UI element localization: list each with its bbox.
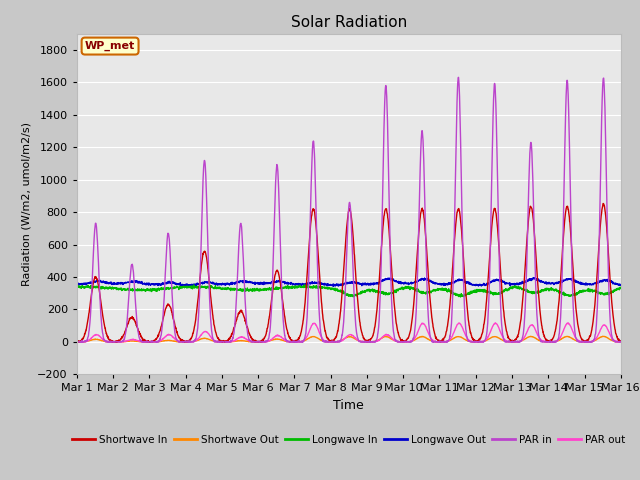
Longwave In — [365, 288, 372, 294]
Shortwave Out — [599, 334, 607, 339]
PAR out — [365, 339, 372, 345]
Longwave In — [301, 282, 308, 288]
Longwave In — [584, 286, 592, 291]
Longwave Out — [365, 281, 372, 287]
Shortwave In — [365, 338, 372, 344]
PAR out — [492, 320, 499, 326]
Shortwave Out — [569, 336, 577, 342]
Shortwave In — [599, 201, 607, 206]
PAR in — [617, 338, 625, 344]
PAR out — [584, 339, 592, 345]
Shortwave Out — [584, 339, 591, 345]
Shortwave In — [507, 337, 515, 343]
PAR out — [617, 339, 625, 345]
PAR out — [73, 339, 81, 345]
Longwave In — [617, 285, 625, 290]
Line: Longwave Out: Longwave Out — [77, 278, 621, 287]
Legend: Shortwave In, Shortwave Out, Longwave In, Longwave Out, PAR in, PAR out: Shortwave In, Shortwave Out, Longwave In… — [68, 431, 630, 449]
Longwave In — [570, 292, 577, 298]
Shortwave Out — [73, 339, 81, 345]
Longwave Out — [73, 281, 81, 287]
Shortwave In — [225, 336, 232, 342]
Shortwave In — [569, 264, 577, 270]
Longwave Out — [330, 284, 337, 289]
Longwave Out — [584, 281, 592, 287]
Y-axis label: Radiation (W/m2, umol/m2/s): Radiation (W/m2, umol/m2/s) — [22, 122, 32, 286]
Line: PAR in: PAR in — [77, 77, 621, 342]
Longwave Out — [570, 278, 577, 284]
Longwave In — [376, 290, 384, 296]
Text: WP_met: WP_met — [85, 41, 135, 51]
Line: Shortwave Out: Shortwave Out — [77, 336, 621, 342]
PAR in — [73, 339, 81, 345]
Shortwave Out — [365, 339, 372, 345]
Shortwave In — [584, 337, 592, 343]
Longwave Out — [507, 282, 515, 288]
Shortwave Out — [617, 339, 625, 345]
X-axis label: Time: Time — [333, 399, 364, 412]
Longwave In — [73, 284, 81, 290]
PAR in — [570, 303, 577, 309]
PAR in — [508, 339, 515, 345]
PAR out — [376, 336, 384, 342]
Shortwave Out — [507, 339, 515, 345]
PAR out — [569, 329, 577, 335]
Shortwave Out — [376, 336, 384, 342]
PAR in — [376, 287, 384, 293]
Longwave Out — [225, 281, 232, 287]
Longwave In — [508, 285, 515, 291]
Line: PAR out: PAR out — [77, 323, 621, 342]
PAR out — [507, 339, 515, 345]
Line: Longwave In: Longwave In — [77, 285, 621, 297]
Shortwave In — [617, 338, 625, 344]
Shortwave Out — [225, 339, 232, 345]
Longwave In — [457, 294, 465, 300]
PAR in — [225, 339, 232, 345]
Longwave In — [225, 286, 232, 291]
PAR in — [584, 339, 592, 345]
Longwave Out — [529, 275, 537, 281]
PAR out — [225, 339, 232, 345]
Shortwave In — [73, 339, 81, 345]
Title: Solar Radiation: Solar Radiation — [291, 15, 407, 30]
Line: Shortwave In: Shortwave In — [77, 204, 621, 342]
PAR in — [73, 338, 81, 344]
Shortwave In — [76, 339, 84, 345]
Longwave Out — [617, 282, 625, 288]
Longwave Out — [376, 278, 384, 284]
PAR in — [454, 74, 462, 80]
Shortwave In — [376, 260, 384, 266]
PAR in — [365, 339, 372, 345]
